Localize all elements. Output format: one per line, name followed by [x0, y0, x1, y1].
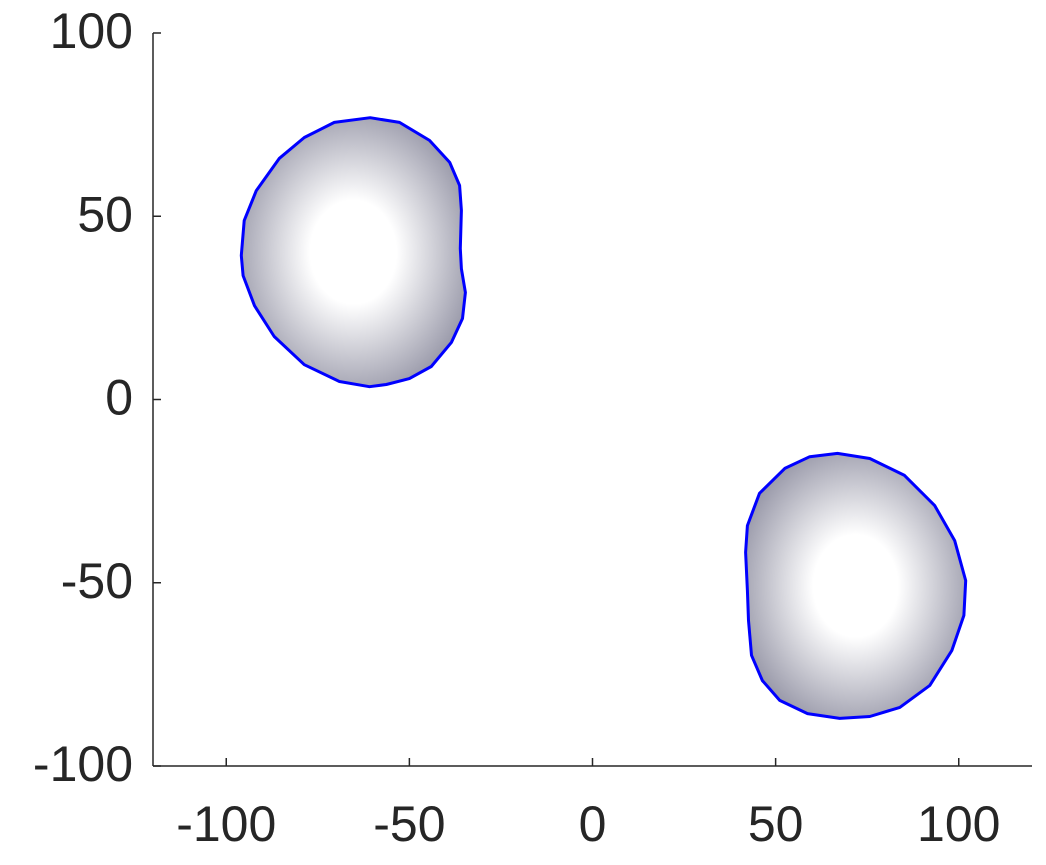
x-tick-label: 50 — [748, 796, 804, 852]
y-tick-label: 100 — [50, 3, 133, 59]
x-tick-label: -100 — [176, 796, 276, 852]
x-tick-label: 100 — [917, 796, 1000, 852]
y-tick-label: -100 — [33, 736, 133, 792]
y-tick-label: -50 — [61, 553, 133, 609]
x-tick-label: -50 — [373, 796, 445, 852]
blob-outline — [239, 116, 467, 389]
y-tick-label: 50 — [77, 186, 133, 242]
x-tick-label: 0 — [579, 796, 607, 852]
blob-outline — [744, 451, 968, 720]
y-tick-label: 0 — [105, 370, 133, 426]
